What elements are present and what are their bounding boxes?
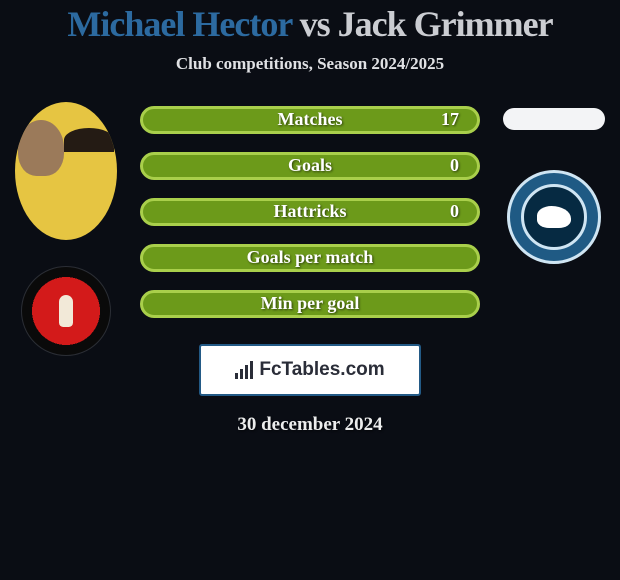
player2-club-badge-icon [507,170,601,264]
player1-club-badge-icon [21,266,111,356]
player1-name: Michael Hector [67,4,291,44]
player1-face-icon [18,120,64,176]
site-name: FcTables.com [259,359,384,381]
swan-icon [537,206,571,228]
stat-row-hattricks: Hattricks 0 [140,198,480,226]
comparison-card: Michael Hector vs Jack Grimmer Club comp… [0,0,620,580]
title-separator: vs [300,4,330,44]
bars-icon [235,361,253,379]
stat-row-min-per-goal: Min per goal [140,290,480,318]
stat-label: Matches [278,109,343,130]
page-title: Michael Hector vs Jack Grimmer [0,0,620,44]
site-attribution[interactable]: FcTables.com [199,344,421,396]
player1-column [6,102,126,356]
player2-photo [503,108,605,130]
stat-label: Min per goal [261,293,360,314]
stat-label: Goals [288,155,332,176]
player1-hair-icon [64,128,114,152]
stat-value: 0 [450,155,459,176]
stats-list: Matches 17 Goals 0 Hattricks 0 Goals per… [140,102,480,318]
stat-value: 17 [441,109,459,130]
player2-name: Jack Grimmer [338,4,553,44]
stat-label: Hattricks [274,201,347,222]
stat-row-goals-per-match: Goals per match [140,244,480,272]
stat-row-goals: Goals 0 [140,152,480,180]
player2-column [494,102,614,264]
subtitle: Club competitions, Season 2024/2025 [0,54,620,74]
content-area: Matches 17 Goals 0 Hattricks 0 Goals per… [0,102,620,318]
date-text: 30 december 2024 [0,414,620,436]
player1-photo [15,102,117,240]
stat-label: Goals per match [247,247,374,268]
stat-value: 0 [450,201,459,222]
stat-row-matches: Matches 17 [140,106,480,134]
